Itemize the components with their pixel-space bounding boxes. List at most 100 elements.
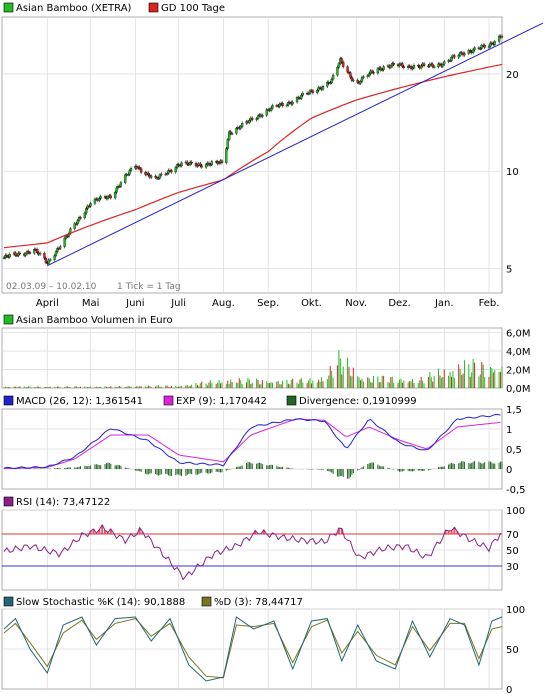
candle-body (422, 63, 426, 66)
month-labels: April Mai Juni Juli Aug. Sep. Okt. Nov. Dez. Jan.… (36, 298, 500, 309)
candle-body (54, 251, 58, 256)
candle-body (401, 63, 404, 67)
candle-body (118, 185, 121, 188)
y-tick-label: 100 (506, 506, 525, 517)
macd-line (3, 413, 501, 470)
candle-body (220, 160, 224, 163)
candle-body (103, 196, 107, 198)
candle-body (93, 198, 97, 204)
y-tick-label: 50 (506, 546, 519, 557)
rsi-line (3, 524, 502, 581)
month-label: Aug. (212, 298, 235, 309)
volume-bars (3, 349, 503, 388)
stoch-k-line (3, 616, 503, 682)
candle-body (86, 205, 89, 209)
y-tick-label: 0,0M (506, 384, 531, 395)
candle-body (115, 187, 118, 193)
candle-body (190, 161, 193, 164)
candle-body (217, 162, 221, 164)
candle-body (350, 77, 354, 81)
candle-body (453, 55, 456, 58)
candle-body (437, 63, 440, 67)
candle-body (38, 253, 42, 255)
candle-body (44, 258, 48, 263)
y-tick-label: 30 (506, 562, 519, 573)
candle-body (382, 66, 385, 70)
candle-body (5, 255, 9, 257)
stoch-d-legend-swatch (201, 596, 212, 607)
candle-body (165, 172, 169, 175)
divergence-legend-swatch (286, 395, 297, 406)
candle-body (336, 67, 339, 76)
candle-body (194, 163, 198, 167)
candle-body (255, 118, 258, 120)
candle-body (33, 249, 36, 254)
candle-body (241, 122, 244, 127)
candle-body (368, 73, 371, 76)
stoch-k-legend-swatch (3, 596, 14, 607)
candle-body (225, 148, 228, 163)
candle-body (109, 195, 112, 199)
candle-body (128, 170, 131, 175)
candle-body (356, 79, 359, 83)
candle-body (167, 170, 170, 174)
candle-body (49, 259, 52, 261)
month-label: Sep. (257, 298, 279, 309)
candle-body (176, 164, 179, 168)
candle-body (342, 61, 345, 67)
stoch-y-ticks: 100 50 0 (506, 605, 525, 696)
y-tick-label: 2,0M (506, 366, 531, 377)
candle-body (471, 49, 475, 53)
candle-body (370, 70, 374, 73)
candle-body (235, 128, 238, 134)
stoch-d-legend-label: %D (3): 78,44717 (214, 597, 303, 608)
candle-body (28, 252, 32, 254)
price-y-ticks: 5 10 20 (506, 70, 519, 276)
exp-legend-swatch (163, 395, 174, 406)
divergence-bars (3, 461, 503, 479)
candle-body (443, 61, 446, 65)
y-tick-label: 0 (506, 685, 512, 696)
candle-body (467, 50, 470, 54)
y-tick-label: 1,5 (506, 405, 522, 416)
y-tick-label: 10 (506, 167, 519, 178)
volume-panel: Asian Bamboo Volumen in Euro 6,0M 4,0M 2,0… (1, 314, 531, 395)
candle-body (43, 253, 46, 259)
candle-body (278, 103, 281, 107)
candle-body (448, 60, 452, 62)
y-tick-label: 0 (506, 465, 512, 476)
month-label: Juli (170, 298, 186, 309)
y-tick-label: 0,5 (506, 445, 522, 456)
candle-body (480, 45, 483, 49)
macd-y-ticks: 1,5 1 0,5 0 -0,5 (506, 405, 526, 496)
candle-body (207, 162, 211, 166)
month-label: Dez. (388, 298, 410, 309)
price-legend-label: Asian Bamboo (XETRA) (16, 3, 132, 14)
candle-body (157, 177, 160, 180)
macd-legend-label: MACD (26, 12): 1,361541 (16, 396, 143, 407)
candle-body (27, 251, 30, 253)
candle-body (360, 77, 364, 82)
candle-body (126, 174, 130, 176)
candle-body (230, 133, 234, 135)
y-tick-label: 1 (506, 425, 512, 436)
rsi-grid (2, 509, 502, 590)
candle-body (77, 217, 81, 221)
month-label: Mai (82, 298, 100, 309)
stochastic-panel: Slow Stochastic %K (14): 90,1888 %D (3):… (1, 596, 525, 696)
rsi-legend-label: RSI (14): 73,47122 (16, 497, 110, 508)
candle-body (226, 139, 229, 149)
y-tick-label: 5 (506, 265, 512, 276)
candle-body (174, 167, 177, 173)
candle-body (119, 182, 123, 187)
candle-body (83, 212, 86, 219)
candle-body (63, 237, 66, 247)
candle-body (326, 81, 329, 87)
candle-body (106, 196, 110, 199)
stoch-k-legend-label: Slow Stochastic %K (14): 90,1888 (16, 597, 185, 608)
rsi-y-ticks: 100 70 50 30 (506, 506, 525, 573)
candle-body (450, 57, 453, 61)
candle-body (362, 76, 365, 78)
